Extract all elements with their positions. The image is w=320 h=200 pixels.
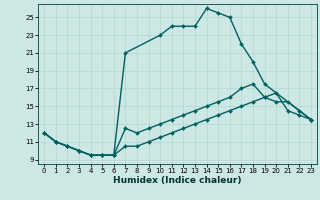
- X-axis label: Humidex (Indice chaleur): Humidex (Indice chaleur): [113, 176, 242, 185]
